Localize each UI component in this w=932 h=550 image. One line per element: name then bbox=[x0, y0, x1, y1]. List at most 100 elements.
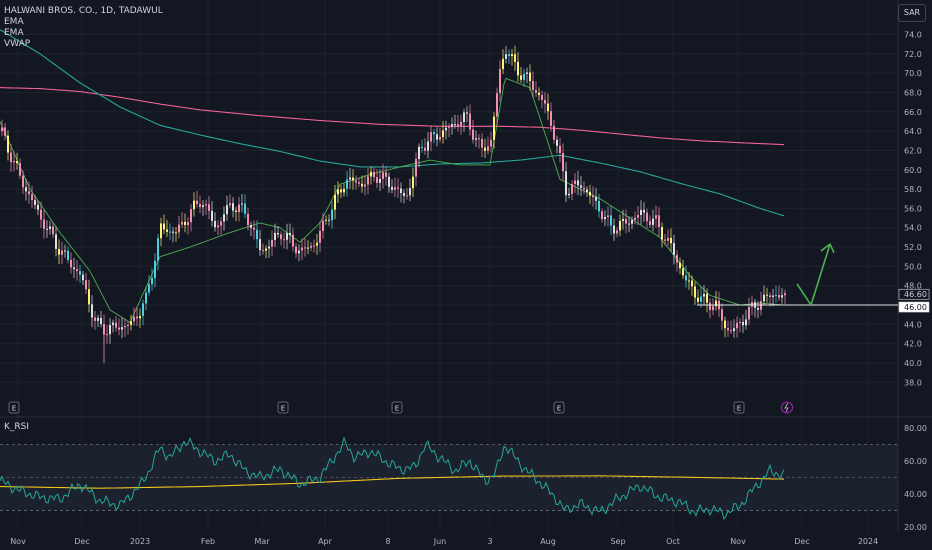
candle-body bbox=[667, 237, 669, 241]
candle-body bbox=[376, 177, 378, 183]
candle-body bbox=[271, 239, 273, 247]
candle-body bbox=[748, 306, 750, 320]
candle-body bbox=[286, 233, 288, 240]
candle-body bbox=[457, 124, 459, 127]
legend-vwap[interactable]: VWAP bbox=[4, 39, 31, 49]
time-tick-label: Oct bbox=[666, 537, 680, 546]
candle-body bbox=[73, 267, 75, 270]
candle-body bbox=[670, 237, 672, 244]
candle-body bbox=[628, 223, 630, 225]
rsi-label[interactable]: K_RSI bbox=[4, 422, 30, 432]
time-tick-label: 2024 bbox=[858, 537, 878, 546]
candle-body bbox=[55, 234, 57, 249]
candle-body bbox=[739, 321, 741, 323]
candle-body bbox=[763, 294, 765, 302]
currency-button[interactable]: SAR bbox=[898, 4, 926, 22]
candle-body bbox=[418, 146, 420, 159]
candle-body bbox=[502, 58, 504, 70]
candle-body bbox=[412, 176, 414, 189]
price-tags: 46.60 46.00 bbox=[898, 288, 930, 313]
symbol-title[interactable]: HALWANI BROS. CO., 1D, TADAWUL bbox=[4, 6, 163, 16]
candle-body bbox=[349, 177, 351, 180]
candle-body bbox=[97, 317, 99, 321]
candle-body bbox=[556, 139, 558, 146]
candle-body bbox=[136, 316, 138, 319]
candle-body bbox=[40, 209, 42, 220]
legend-ema-2[interactable]: EMA bbox=[4, 28, 24, 38]
price-tag-label: 46.60 bbox=[904, 290, 927, 299]
candle-body bbox=[94, 317, 96, 321]
candle-body bbox=[505, 54, 507, 59]
candle-body bbox=[283, 239, 285, 241]
candle-body bbox=[427, 141, 429, 151]
candle-body bbox=[442, 130, 444, 138]
time-tick-label: Feb bbox=[201, 537, 215, 546]
rsi-line bbox=[0, 436, 785, 521]
forecast-arrow[interactable] bbox=[796, 243, 831, 307]
earnings-marker bbox=[733, 401, 745, 414]
candle-body bbox=[439, 137, 441, 140]
candle-body bbox=[400, 188, 402, 194]
candle-body bbox=[64, 250, 66, 252]
candle-body bbox=[61, 250, 63, 255]
candle-body bbox=[694, 286, 696, 298]
candle-body bbox=[196, 200, 198, 205]
candle-body bbox=[214, 220, 216, 228]
candle-body bbox=[367, 176, 369, 185]
candle-body bbox=[1, 127, 3, 132]
candle-body bbox=[199, 204, 201, 208]
candle-body bbox=[43, 219, 45, 229]
candle-body bbox=[409, 188, 411, 196]
candle-body bbox=[724, 320, 726, 329]
candle-body bbox=[625, 218, 627, 224]
candle-body bbox=[559, 145, 561, 153]
candle-body bbox=[403, 193, 405, 196]
candle-body bbox=[385, 172, 387, 177]
candle-body bbox=[190, 209, 192, 223]
time-tick-label: 8 bbox=[385, 537, 390, 546]
candle-body bbox=[406, 195, 408, 197]
candle-body bbox=[523, 73, 525, 80]
candle-body bbox=[574, 180, 576, 185]
candle-body bbox=[310, 245, 312, 248]
earnings-label: E bbox=[12, 405, 16, 413]
earnings-marker bbox=[277, 401, 289, 414]
legend-ema-1[interactable]: EMA bbox=[4, 17, 24, 27]
chart-grid bbox=[0, 0, 898, 532]
rsi-tick-label: 80.00 bbox=[904, 424, 927, 433]
price-tag-label: 46.00 bbox=[904, 303, 927, 312]
candle-body bbox=[643, 209, 645, 213]
price-tick-label: 74.0 bbox=[904, 30, 922, 39]
candle-body bbox=[169, 231, 171, 233]
candle-body bbox=[514, 54, 516, 62]
time-tick-label: Mar bbox=[254, 537, 270, 546]
candle-body bbox=[340, 189, 342, 193]
candle-body bbox=[520, 75, 522, 80]
candle-body bbox=[475, 138, 477, 140]
price-tick-label: 44.0 bbox=[904, 320, 922, 329]
candle-body bbox=[322, 220, 324, 232]
candle-body bbox=[277, 232, 279, 235]
candle-body bbox=[37, 204, 39, 210]
candle-body bbox=[226, 205, 228, 215]
ema-slow-line bbox=[0, 87, 785, 146]
candle-body bbox=[160, 223, 162, 239]
candle-body bbox=[232, 203, 234, 211]
candle-body bbox=[241, 203, 243, 205]
candle-body bbox=[163, 223, 165, 230]
candle-body bbox=[676, 254, 678, 263]
candle-body bbox=[352, 177, 354, 181]
candle-body bbox=[604, 217, 606, 220]
candle-body bbox=[526, 72, 528, 74]
time-tick-label: Sep bbox=[610, 537, 625, 546]
candle-body bbox=[448, 126, 450, 128]
price-tick-label: 56.0 bbox=[904, 204, 922, 213]
price-tick-label: 40.0 bbox=[904, 359, 922, 368]
price-tick-label: 52.0 bbox=[904, 243, 922, 252]
candle-body bbox=[82, 274, 84, 281]
time-tick-label: 2023 bbox=[130, 537, 150, 546]
candle-body bbox=[751, 302, 753, 307]
candle-body bbox=[265, 248, 267, 251]
